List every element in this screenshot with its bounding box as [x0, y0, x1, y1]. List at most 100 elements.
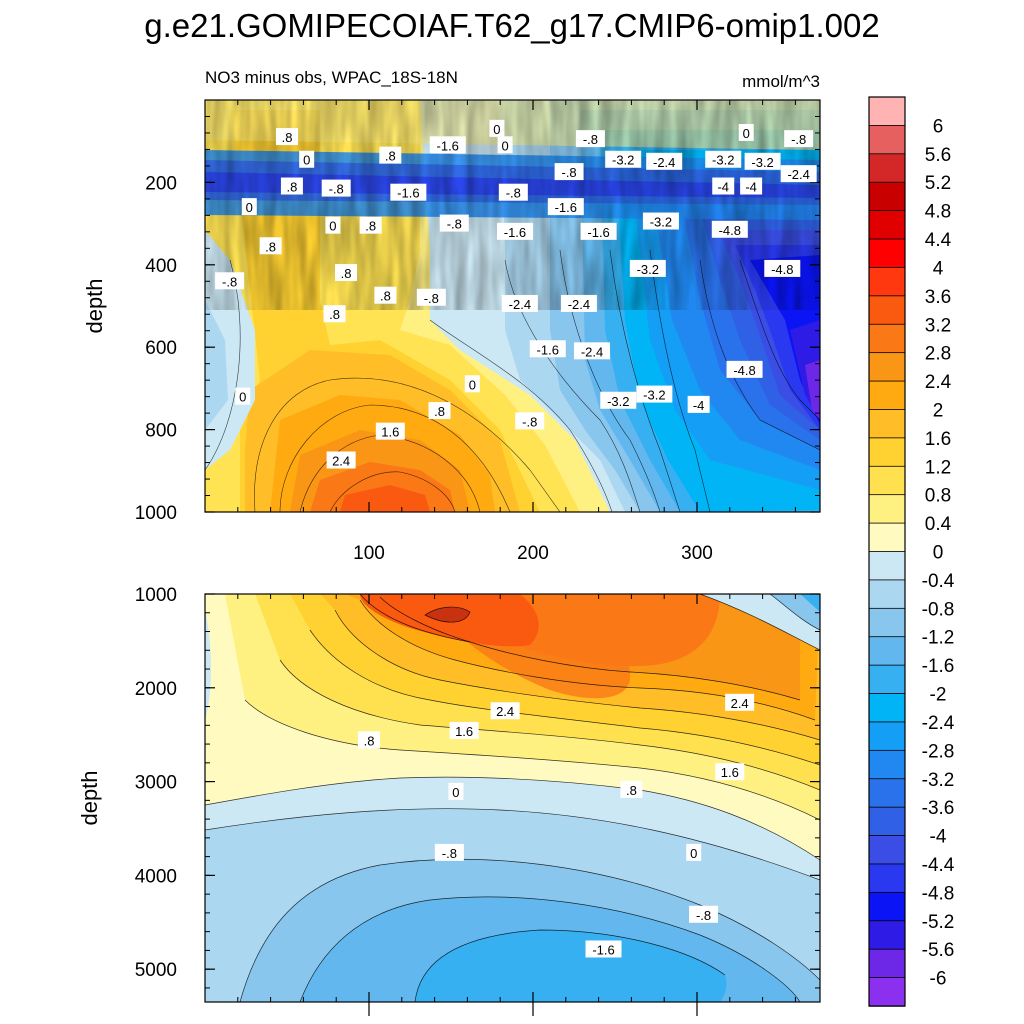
- contour-label-text: -.8: [447, 217, 462, 232]
- colorbar-swatch: [868, 693, 906, 723]
- colorbar-swatch: [868, 891, 906, 922]
- lower-panel: 1000 2000 3000 4000 5000 2.4 2.4 1.6 .8 1.6 0 .8 -.…: [77, 585, 821, 1016]
- contour-label-text: .8: [329, 307, 340, 322]
- colorbar-label: 2: [933, 400, 944, 421]
- colorbar-swatch: [868, 749, 906, 780]
- contour-label-text: -3.2: [751, 155, 773, 170]
- contour-label: .8: [280, 177, 303, 195]
- colorbar-swatch: [868, 352, 906, 382]
- contour-label-text: 0: [239, 390, 246, 405]
- colorbar-label: -1.6: [922, 656, 955, 677]
- colorbar-label: -4.8: [922, 883, 955, 904]
- contour-label: -4.8: [726, 360, 763, 378]
- contour-label-text: -1.6: [555, 200, 577, 215]
- upper-contour-labels: .800-1.60-.8 -.8.80 -3.2 -2.4 -3.2 -3.2-.8.8-…: [215, 119, 817, 469]
- colorbar-label: 0: [933, 543, 944, 564]
- contour-label-text: -1.6: [592, 942, 614, 957]
- contour-label: 2.4: [326, 451, 356, 469]
- contour-label: .8: [374, 286, 397, 304]
- colorbar-swatch: [868, 380, 906, 411]
- colorbar-swatch: [868, 323, 906, 354]
- colorbar-swatch: [868, 835, 906, 865]
- contour-label-text: 2.4: [332, 454, 350, 469]
- contour-label: -.8: [439, 214, 469, 232]
- left-subtitle: NO3 minus obs, WPAC_18S-18N: [205, 68, 458, 87]
- contour-label-text: -.8: [424, 291, 439, 306]
- contour-label-text: -4.8: [771, 262, 793, 277]
- contour-label: 1.6: [375, 422, 405, 440]
- colorbar-label: 1.6: [925, 429, 951, 450]
- y-tick-label: 5000: [135, 960, 177, 981]
- colorbar-swatch: [868, 607, 906, 638]
- contour-label: 0: [497, 136, 513, 154]
- colorbar-label: -5.2: [922, 912, 955, 933]
- contour-label: -2.4: [780, 165, 817, 183]
- contour-label-text: 0: [246, 200, 253, 215]
- colorbar-label: -4: [930, 827, 947, 848]
- contour-label: -1.6: [580, 222, 617, 240]
- colorbar-label: -2: [930, 685, 947, 706]
- colorbar-label: -6: [930, 969, 947, 990]
- contour-label: -.8: [554, 163, 584, 181]
- x-tick-label: 100: [353, 543, 385, 564]
- contour-label-text: .8: [434, 404, 445, 419]
- units-subtitle: mmol/m^3: [742, 72, 820, 91]
- colorbar-label: 1.2: [925, 457, 951, 478]
- colorbar-swatch: [868, 636, 906, 666]
- contour-label: .8: [620, 781, 643, 799]
- colorbar-label: 6: [933, 116, 944, 137]
- contour-label-text: -.8: [329, 182, 344, 197]
- contour-label: .8: [335, 264, 358, 282]
- colorbar-swatch: [868, 437, 906, 467]
- contour-label-text: -3.2: [607, 394, 629, 409]
- contour-label-text: -3.2: [637, 262, 659, 277]
- colorbar-swatch: [868, 920, 906, 950]
- contour-label-text: 0: [452, 785, 459, 800]
- contour-label-text: -.8: [696, 908, 711, 923]
- contour-label-text: -2.4: [581, 344, 603, 359]
- y-tick-label: 800: [145, 421, 177, 442]
- contour-label: -.8: [689, 905, 719, 923]
- contour-label-text: 0: [502, 138, 509, 153]
- contour-label: -3.2: [636, 385, 673, 403]
- lower-y-ticks: 1000 2000 3000 4000 5000: [135, 585, 820, 989]
- colorbar-swatch: [868, 465, 906, 496]
- y-tick-label: 1000: [135, 503, 177, 524]
- contour-label: 1.6: [715, 763, 745, 781]
- colorbar-swatch: [868, 579, 906, 610]
- lower-contour-labels: 2.4 2.4 1.6 .8 1.6 0 .8 -.8 0 -.8 -1.6: [358, 693, 755, 958]
- contour-label-text: -1.6: [397, 186, 419, 201]
- contour-label-text: -3.2: [643, 388, 665, 403]
- contour-label: .8: [276, 128, 298, 146]
- colorbar-swatch: [868, 125, 906, 155]
- colorbar-label: 0.8: [925, 486, 951, 507]
- colorbar-label: 3.2: [925, 315, 951, 336]
- contour-label: -1.6: [429, 136, 466, 154]
- colorbar-label: -0.4: [922, 571, 955, 592]
- contour-label-text: .8: [265, 239, 276, 254]
- contour-label: -4.8: [711, 220, 748, 238]
- colorbar-swatch: [868, 96, 906, 127]
- upper-y-ticks: 200 400 600 800 1000: [135, 115, 820, 524]
- contour-label: -2.4: [646, 152, 683, 170]
- contour-label: -3.2: [605, 150, 642, 168]
- contour-label: -3.2: [705, 150, 742, 168]
- contour-label: -3.2: [600, 391, 637, 409]
- upper-x-ticks: 100 200 300: [237, 100, 796, 564]
- colorbar-label: 3.6: [925, 287, 951, 308]
- contour-label: -4: [740, 177, 763, 195]
- colorbar-label: 5.2: [925, 173, 951, 194]
- contour-label: -4: [687, 395, 710, 413]
- contour-label-text: -2.4: [509, 297, 531, 312]
- colorbar-label: -2.4: [922, 713, 955, 734]
- contour-label-text: .8: [365, 219, 376, 234]
- contour-label-text: 0: [690, 846, 697, 861]
- colorbar-label: 2.4: [925, 372, 952, 393]
- contour-label: -3.2: [642, 212, 679, 230]
- contour-label-text: -1.6: [504, 225, 526, 240]
- colorbar-swatch: [868, 977, 906, 1007]
- contour-label-text: -2.4: [653, 155, 675, 170]
- colorbar-swatch: [868, 721, 906, 752]
- contour-label-text: -2.4: [568, 297, 590, 312]
